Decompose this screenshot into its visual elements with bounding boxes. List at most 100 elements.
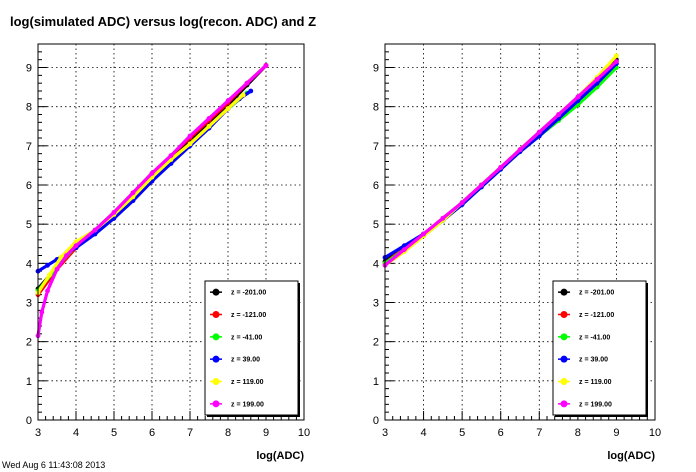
right-legend-marker-3 bbox=[560, 355, 568, 363]
left-series-3-point-14 bbox=[248, 88, 254, 94]
left-series-5-point-12 bbox=[206, 116, 212, 121]
right-legend-marker-0 bbox=[560, 288, 568, 296]
left-ytick-label-7: 7 bbox=[26, 141, 32, 153]
right-legend-box bbox=[552, 280, 647, 416]
left-legend-marker-5 bbox=[212, 400, 220, 408]
left-xtick-label-7: 7 bbox=[187, 427, 193, 439]
left-series-5-point-14 bbox=[244, 80, 250, 86]
right-series-5-point-7 bbox=[517, 147, 523, 153]
left-series-5-point-10 bbox=[168, 153, 174, 159]
left-series-5-point-15 bbox=[263, 63, 269, 68]
left-legend-label-3: z = 39.00 bbox=[231, 357, 260, 364]
right-xtick-label-8: 8 bbox=[575, 427, 581, 439]
left-ytick-label-4: 4 bbox=[26, 258, 32, 270]
right-series-5-point-9 bbox=[556, 112, 561, 117]
left-series-5-point-8 bbox=[130, 190, 136, 196]
left-xtick-label-8: 8 bbox=[225, 427, 231, 439]
left-legend-marker-3 bbox=[212, 355, 220, 363]
left-panel: 3 4 5 6 7 8 9 10 0 1 2 3 4 5 6 7 8 9 log(ADC) z = -201.00 z … bbox=[26, 43, 310, 462]
right-series-5-point-12 bbox=[614, 59, 619, 64]
right-legend-label-5: z = 199.00 bbox=[579, 401, 612, 408]
right-ytick-label-8: 8 bbox=[373, 102, 379, 114]
left-ytick-label-5: 5 bbox=[26, 219, 32, 231]
left-ytick-label-2: 2 bbox=[26, 337, 32, 349]
left-ytick-label-9: 9 bbox=[26, 63, 32, 75]
right-xtick-label-3: 3 bbox=[382, 427, 388, 439]
left-series-4-point-10 bbox=[206, 123, 212, 129]
left-series-5-point-13 bbox=[225, 98, 231, 104]
right-legend-label-0: z = -201.00 bbox=[579, 290, 614, 297]
left-xtick-label-5: 5 bbox=[111, 427, 117, 439]
left-ytick-label-8: 8 bbox=[26, 102, 32, 114]
right-legend-label-3: z = 39.00 bbox=[579, 357, 608, 364]
left-xtick-label-3: 3 bbox=[35, 427, 41, 439]
right-ytick-label-2: 2 bbox=[373, 337, 379, 349]
right-plot-frame bbox=[384, 43, 656, 421]
right-ytick-label-5: 5 bbox=[373, 219, 379, 231]
left-ytick-label-0: 0 bbox=[26, 415, 32, 427]
right-series-5-point-11 bbox=[594, 76, 600, 82]
left-series-5-point-9 bbox=[149, 170, 155, 176]
right-ytick-label-6: 6 bbox=[373, 180, 379, 192]
left-ytick-label-3: 3 bbox=[26, 298, 32, 310]
left-xtick-label-4: 4 bbox=[73, 427, 79, 439]
right-legend-marker-1 bbox=[560, 311, 568, 318]
left-series-4-point-11 bbox=[225, 106, 231, 111]
right-legend-label-1: z = -121.00 bbox=[579, 312, 614, 319]
right-xtick-label-10: 10 bbox=[649, 427, 661, 439]
left-legend-marker-4 bbox=[212, 378, 220, 385]
right-series-5-point-8 bbox=[536, 129, 542, 135]
left-series-5-point-4 bbox=[64, 253, 69, 258]
left-plot-frame bbox=[37, 43, 305, 421]
left-series-4-point-9 bbox=[187, 141, 193, 147]
right-ytick-label-4: 4 bbox=[373, 258, 379, 270]
left-series-5-point-6 bbox=[92, 227, 98, 233]
left-series-5-point-2 bbox=[45, 288, 50, 294]
right-x-axis-label: log(ADC) bbox=[607, 450, 655, 462]
left-ytick-label-6: 6 bbox=[26, 180, 32, 192]
right-ytick-label-9: 9 bbox=[373, 63, 379, 75]
left-series-5-point-1 bbox=[39, 309, 45, 315]
left-legend-marker-0 bbox=[212, 288, 220, 296]
right-legend-label-2: z = -41.00 bbox=[579, 334, 610, 341]
left-legend-label-2: z = -41.00 bbox=[231, 334, 262, 341]
right-ytick-label-0: 0 bbox=[373, 415, 379, 427]
right-legend-label-4: z = 119.00 bbox=[579, 379, 612, 386]
left-series-5-point-7 bbox=[111, 210, 117, 215]
right-series-5-point-1 bbox=[401, 247, 407, 253]
left-legend-label-0: z = -201.00 bbox=[231, 290, 266, 297]
left-legend-label-5: z = 199.00 bbox=[231, 401, 264, 408]
right-xtick-label-4: 4 bbox=[421, 427, 427, 439]
left-legend-box bbox=[204, 280, 299, 416]
right-series-5-point-10 bbox=[575, 94, 581, 100]
left-series-5-point-5 bbox=[73, 243, 79, 249]
right-xtick-label-6: 6 bbox=[498, 427, 504, 439]
left-xtick-label-10: 10 bbox=[298, 427, 310, 439]
left-series-4-point-12 bbox=[240, 92, 246, 98]
footer-timestamp: Wed Aug 6 11:43:08 2013 bbox=[2, 460, 105, 470]
left-legend-marker-1 bbox=[212, 311, 220, 318]
figure-title: log(simulated ADC) versus log(recon. ADC… bbox=[10, 14, 316, 29]
right-ytick-label-7: 7 bbox=[373, 141, 379, 153]
left-legend-marker-2 bbox=[212, 333, 220, 341]
right-ytick-label-1: 1 bbox=[373, 376, 379, 388]
right-series-5-point-2 bbox=[421, 231, 426, 237]
right-series-5-point-5 bbox=[479, 182, 484, 188]
right-panel: 3 4 5 6 7 8 9 10 0 1 2 3 4 5 6 7 8 9 log(ADC) z = -201.00 z … bbox=[373, 43, 661, 462]
left-series-3-point-1 bbox=[45, 262, 50, 268]
left-legend-label-1: z = -121.00 bbox=[231, 312, 266, 319]
right-legend-marker-5 bbox=[560, 400, 568, 408]
right-series-4-point-12 bbox=[614, 53, 619, 59]
right-series-5-point-3 bbox=[440, 215, 446, 221]
right-legend-marker-4 bbox=[560, 378, 568, 385]
right-xtick-label-7: 7 bbox=[536, 427, 542, 439]
left-series-5-point-3 bbox=[54, 266, 60, 272]
right-xtick-label-5: 5 bbox=[459, 427, 465, 439]
left-xtick-label-9: 9 bbox=[263, 427, 269, 439]
left-ytick-label-1: 1 bbox=[26, 376, 32, 388]
right-xtick-label-9: 9 bbox=[613, 427, 619, 439]
left-series-5-point-11 bbox=[187, 133, 193, 139]
right-legend-marker-2 bbox=[560, 333, 568, 341]
